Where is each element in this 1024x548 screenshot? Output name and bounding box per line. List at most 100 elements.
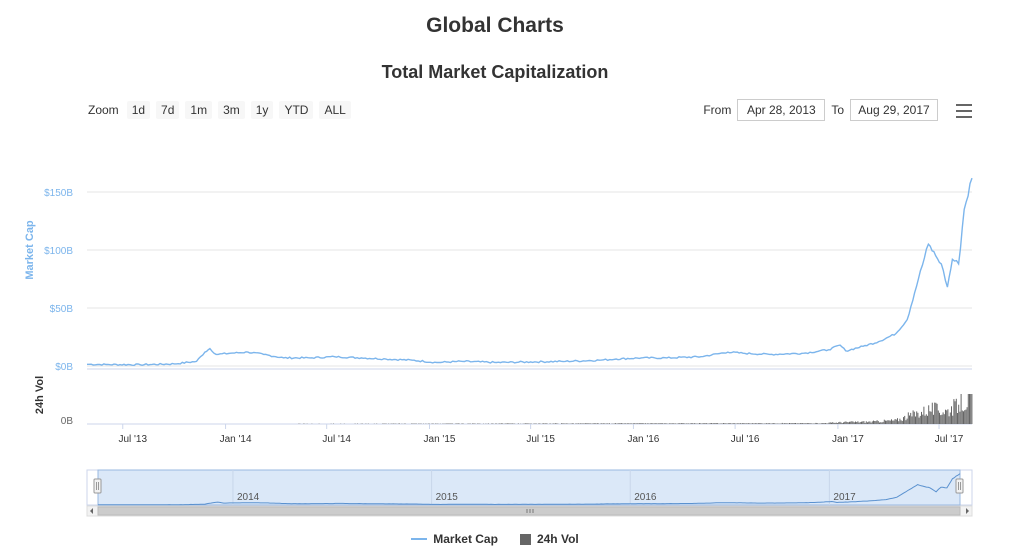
- volume-bar: [504, 423, 506, 424]
- volume-bar: [965, 409, 967, 424]
- volume-bar: [555, 423, 556, 424]
- volume-bar: [664, 423, 666, 424]
- volume-bar: [587, 423, 589, 424]
- volume-bar: [636, 423, 638, 424]
- volume-bar: [907, 412, 909, 424]
- volume-bar: [883, 419, 885, 424]
- zoom-button-ytd[interactable]: YTD: [279, 101, 314, 119]
- volume-bar: [923, 406, 925, 424]
- volume-bar: [640, 423, 642, 424]
- volume-bar: [618, 423, 620, 424]
- volume-bar: [451, 423, 453, 424]
- volume-bar: [865, 421, 867, 424]
- volume-bar: [600, 423, 602, 424]
- volume-bar: [642, 423, 644, 424]
- volume-bar: [679, 423, 681, 424]
- navigator-label: 2015: [436, 492, 459, 503]
- zoom-label: Zoom: [88, 103, 119, 117]
- y-tick-label: $150B: [44, 188, 73, 199]
- volume-bar: [575, 423, 577, 424]
- volume-bar: [753, 423, 754, 424]
- volume-bar: [936, 403, 938, 424]
- legend-item-24h-vol[interactable]: 24h Vol: [519, 532, 579, 546]
- volume-bar: [959, 411, 961, 424]
- volume-bar: [964, 410, 966, 424]
- handle-grip: [93, 478, 102, 494]
- volume-bar: [827, 423, 829, 424]
- volume-bar: [831, 422, 832, 424]
- volume-bar: [791, 423, 793, 424]
- zoom-button-1m[interactable]: 1m: [185, 101, 213, 119]
- navigator-series-line: [98, 473, 961, 506]
- volume-bar: [929, 411, 931, 424]
- volume-bar: [682, 423, 684, 424]
- volume-bar: [797, 423, 799, 424]
- volume-bar: [696, 423, 698, 424]
- volume-bar: [918, 417, 920, 424]
- volume-bar: [773, 423, 775, 424]
- volume-bar: [659, 423, 661, 424]
- volume-bar: [869, 421, 871, 424]
- volume-bar: [930, 411, 932, 424]
- volume-bar: [928, 405, 930, 424]
- volume-bar: [792, 423, 794, 424]
- volume-bar: [839, 421, 841, 424]
- volume-bar: [517, 423, 519, 424]
- navigator-scrollbar[interactable]: [86, 505, 973, 517]
- volume-bar: [727, 423, 729, 424]
- volume-bar: [781, 422, 783, 424]
- volume-bar: [604, 423, 606, 424]
- volume-bar: [840, 422, 842, 424]
- from-date-input[interactable]: Apr 28, 2013: [737, 99, 826, 121]
- line-swatch-icon: [411, 538, 428, 540]
- volume-bar: [723, 423, 724, 424]
- volume-bar: [951, 406, 952, 424]
- volume-bar: [940, 415, 942, 424]
- zoom-button-7d[interactable]: 7d: [156, 101, 180, 119]
- volume-bar: [511, 423, 513, 424]
- volume-bar: [937, 410, 939, 424]
- navigator-handle-right[interactable]: [955, 478, 964, 494]
- volume-bar: [562, 423, 564, 424]
- volume-bar: [670, 423, 672, 424]
- volume-bar: [498, 423, 500, 424]
- volume-bar: [888, 420, 890, 424]
- volume-bar: [450, 423, 452, 424]
- volume-bar: [580, 423, 582, 424]
- navigator-handle-left[interactable]: [93, 478, 102, 494]
- legend-item-market-cap[interactable]: Market Cap: [411, 532, 498, 546]
- volume-bar: [673, 423, 675, 424]
- volume-bar: [713, 423, 715, 424]
- volume-bar: [627, 423, 628, 424]
- x-tick-label: Jan '14: [220, 434, 252, 445]
- volume-bar: [561, 423, 562, 424]
- volume-bar: [462, 423, 464, 424]
- volume-bar: [592, 423, 594, 424]
- volume-bar: [448, 423, 450, 424]
- volume-bar: [847, 422, 849, 424]
- hamburger-menu-icon[interactable]: [956, 104, 972, 118]
- volume-bar: [954, 401, 956, 424]
- volume-bar: [573, 423, 574, 424]
- volume-bar: [949, 412, 951, 424]
- to-date-input[interactable]: Aug 29, 2017: [850, 99, 938, 121]
- volume-bar: [754, 423, 756, 424]
- volume-bar: [795, 423, 796, 424]
- volume-bar: [445, 423, 447, 424]
- volume-bar: [609, 423, 610, 424]
- volume-bar: [706, 423, 708, 424]
- volume-bar: [589, 423, 591, 424]
- zoom-button-1d[interactable]: 1d: [126, 101, 151, 119]
- volume-bar: [871, 421, 873, 424]
- volume-bar: [543, 423, 544, 424]
- volume-bar: [877, 421, 879, 424]
- volume-bar: [833, 422, 835, 424]
- volume-bar: [647, 423, 649, 424]
- x-tick-label: Jan '17: [832, 434, 864, 445]
- zoom-button-all[interactable]: ALL: [319, 101, 351, 119]
- volume-bar: [507, 423, 508, 424]
- volume-bar: [565, 423, 567, 424]
- zoom-button-1y[interactable]: 1y: [250, 101, 274, 119]
- volume-bar: [834, 422, 836, 424]
- zoom-button-3m[interactable]: 3m: [218, 101, 245, 119]
